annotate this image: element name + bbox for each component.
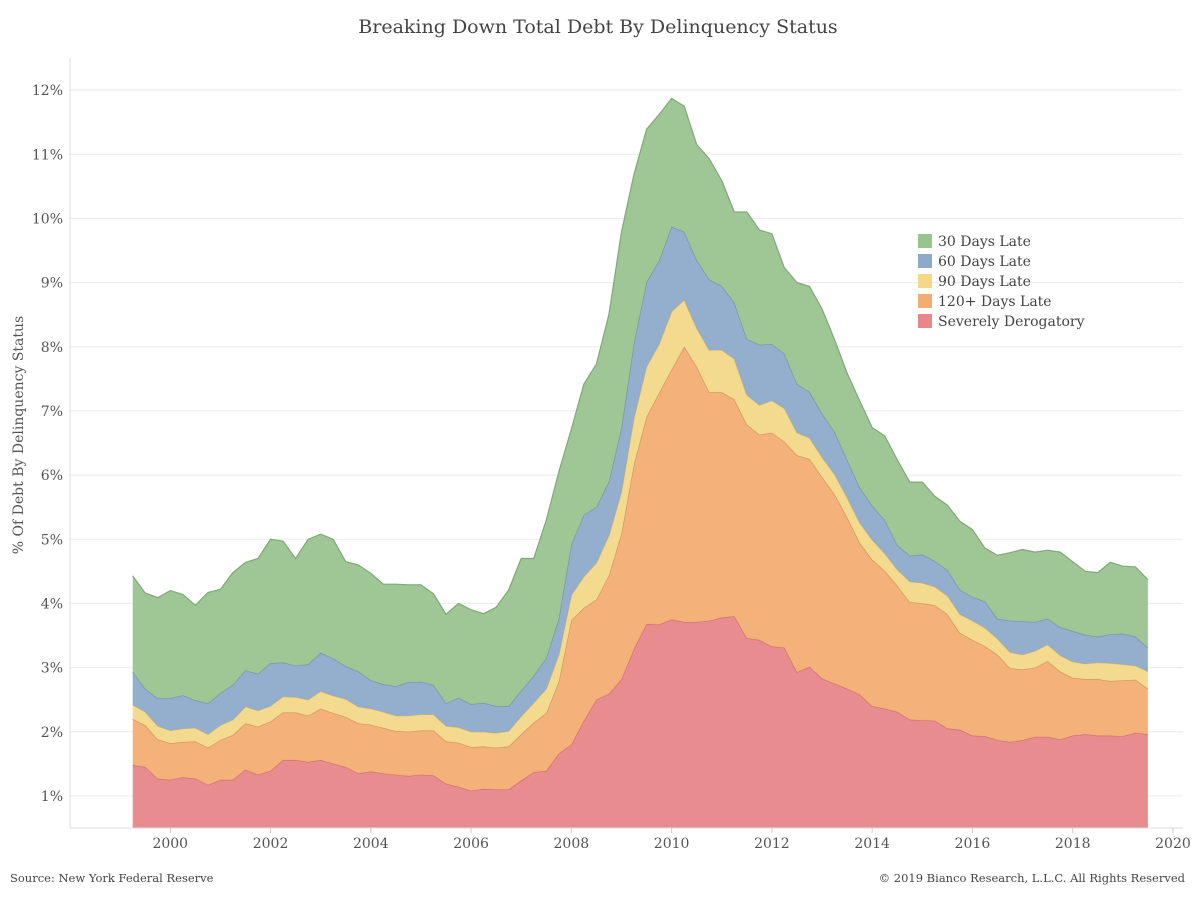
legend-swatch xyxy=(918,274,932,288)
y-tick-label: 3% xyxy=(41,661,63,677)
y-tick-label: 10% xyxy=(32,211,63,227)
legend-label: 30 Days Late xyxy=(938,234,1031,250)
chart-title: Breaking Down Total Debt By Delinquency … xyxy=(358,16,837,38)
area-edge-30-days-late xyxy=(132,97,1149,616)
axes: 1% 2% 3% 4% 5% 6% 7% 8% 9% 10% 11% 12% 2000 2002 2004 2… xyxy=(32,58,1191,852)
x-tick-label: 2012 xyxy=(754,836,790,852)
x-tick-label: 2020 xyxy=(1155,836,1191,852)
source-note: Source: New York Federal Reserve xyxy=(10,871,214,885)
y-tick-label: 1% xyxy=(41,789,63,805)
area-120-days-late xyxy=(132,346,1148,791)
legend-swatch xyxy=(918,234,932,248)
legend-swatch xyxy=(918,254,932,268)
legend: 30 Days Late 60 Days Late 90 Days Late 120+… xyxy=(918,234,1085,330)
legend-label: Severely Derogatory xyxy=(938,314,1085,330)
area-30-days-late xyxy=(132,98,1148,707)
legend-item-90-days-late: 90 Days Late xyxy=(918,274,1031,290)
y-tick-label: 5% xyxy=(41,532,63,548)
copyright-note: © 2019 Bianco Research, L.L.C. All Right… xyxy=(879,871,1186,885)
legend-swatch xyxy=(918,294,932,308)
y-tick-label: 8% xyxy=(41,340,63,356)
x-tick-label: 2008 xyxy=(554,836,590,852)
x-tick-label: 2006 xyxy=(453,836,489,852)
legend-label: 60 Days Late xyxy=(938,254,1031,270)
legend-swatch xyxy=(918,314,932,328)
y-tick-label: 12% xyxy=(32,83,63,99)
x-tick-label: 2010 xyxy=(654,836,690,852)
x-tick-label: 2018 xyxy=(1055,836,1091,852)
x-tick-label: 2014 xyxy=(854,836,890,852)
y-axis-label: % Of Debt By Delinquency Status xyxy=(11,316,27,554)
x-tick-label: 2000 xyxy=(152,836,188,852)
y-tick-label: 9% xyxy=(41,276,63,292)
legend-label: 120+ Days Late xyxy=(938,294,1052,310)
plot-areas xyxy=(132,97,1149,828)
x-tick-label: 2016 xyxy=(955,836,991,852)
y-tick-label: 2% xyxy=(41,725,63,741)
y-tick-label: 4% xyxy=(41,596,63,612)
legend-item-120-days-late: 120+ Days Late xyxy=(918,294,1052,310)
legend-label: 90 Days Late xyxy=(938,274,1031,290)
area-severely-derogatory xyxy=(132,616,1148,828)
y-tick-label: 6% xyxy=(41,468,63,484)
legend-item-30-days-late: 30 Days Late xyxy=(918,234,1031,250)
legend-item-severely-derogatory: Severely Derogatory xyxy=(918,314,1085,330)
y-tick-label: 11% xyxy=(32,147,63,163)
legend-item-60-days-late: 60 Days Late xyxy=(918,254,1031,270)
y-tick-label: 7% xyxy=(41,404,63,420)
x-tick-label: 2004 xyxy=(353,836,389,852)
x-tick-label: 2002 xyxy=(253,836,289,852)
